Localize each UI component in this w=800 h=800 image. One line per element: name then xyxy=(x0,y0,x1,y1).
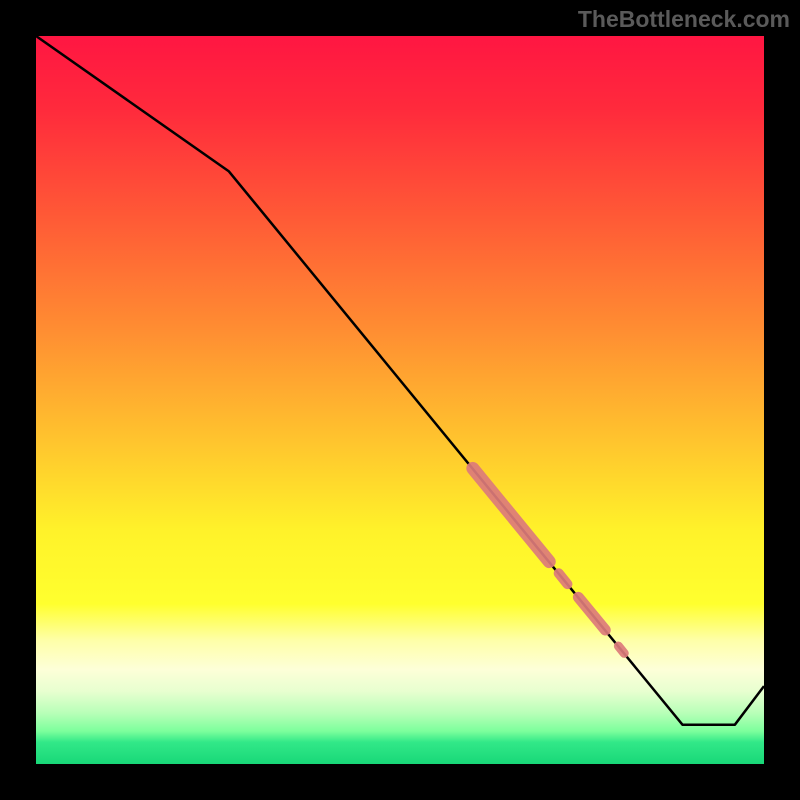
marker-segment xyxy=(473,468,549,561)
marker-segment xyxy=(559,573,568,584)
chart-container: TheBottleneck.com xyxy=(0,0,800,800)
marker-segment xyxy=(578,597,605,630)
plot-area xyxy=(36,36,764,764)
watermark-label: TheBottleneck.com xyxy=(578,6,790,33)
marker-segment xyxy=(618,646,624,653)
marker-group xyxy=(473,468,624,653)
main-curve-line xyxy=(36,36,764,725)
chart-overlay-svg xyxy=(36,36,764,764)
